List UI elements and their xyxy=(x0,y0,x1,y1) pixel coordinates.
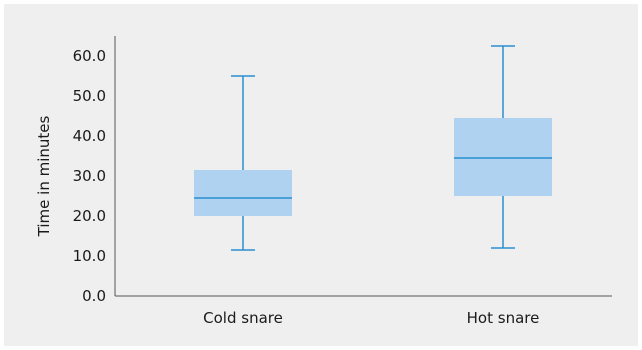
iqr-box xyxy=(454,118,552,196)
y-tick-label: 20.0 xyxy=(73,207,106,225)
y-axis-ticks: 0.0 10.0 20.0 30.0 40.0 50.0 60.0 xyxy=(73,47,106,305)
x-axis-labels: Cold snare Hot snare xyxy=(203,309,539,327)
iqr-box xyxy=(194,170,292,216)
y-tick-label: 60.0 xyxy=(73,47,106,65)
y-tick-label: 0.0 xyxy=(82,287,106,305)
y-tick-label: 40.0 xyxy=(73,127,106,145)
y-tick-label: 10.0 xyxy=(73,247,106,265)
y-tick-label: 30.0 xyxy=(73,167,106,185)
box-2 xyxy=(454,45,552,249)
y-tick-label: 50.0 xyxy=(73,87,106,105)
y-axis-title: Time in minutes xyxy=(35,115,53,237)
x-category-label: Hot snare xyxy=(467,309,540,327)
box-1 xyxy=(194,75,292,251)
box-series xyxy=(194,45,552,251)
x-category-label: Cold snare xyxy=(203,309,283,327)
